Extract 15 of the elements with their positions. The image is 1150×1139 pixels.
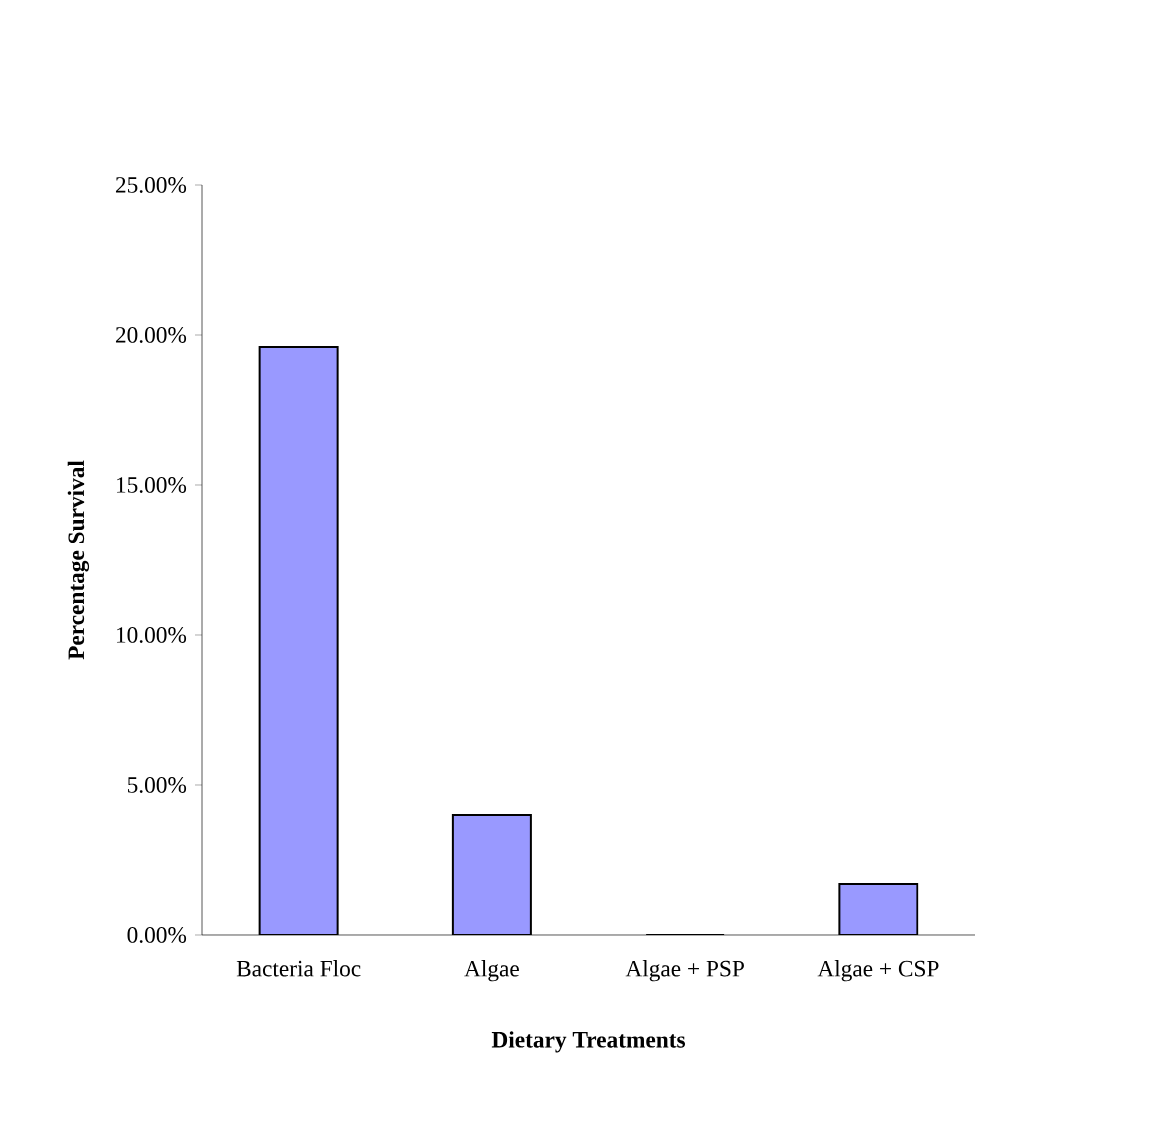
x-tick-label: Algae + CSP <box>817 960 939 982</box>
y-axis-title: Percentage Survival <box>67 460 90 660</box>
x-axis-title: Dietary Treatments <box>491 1031 686 1053</box>
y-tick-label: 10.00% <box>116 627 187 643</box>
y-tick-label: 25.00% <box>115 177 187 193</box>
x-tick-label: Algae + PSP <box>625 960 744 982</box>
x-tick-label: Algae <box>464 960 519 982</box>
bar <box>258 346 339 935</box>
bar <box>451 814 532 935</box>
bar <box>838 883 919 935</box>
x-tick-label: Bacteria Floc <box>236 960 361 977</box>
y-tick-label: 15.00% <box>116 477 187 493</box>
y-tick-label: 5.00% <box>127 777 187 793</box>
y-tick-label: 20.00% <box>115 327 187 343</box>
y-tick-label: 0.00% <box>127 927 187 943</box>
